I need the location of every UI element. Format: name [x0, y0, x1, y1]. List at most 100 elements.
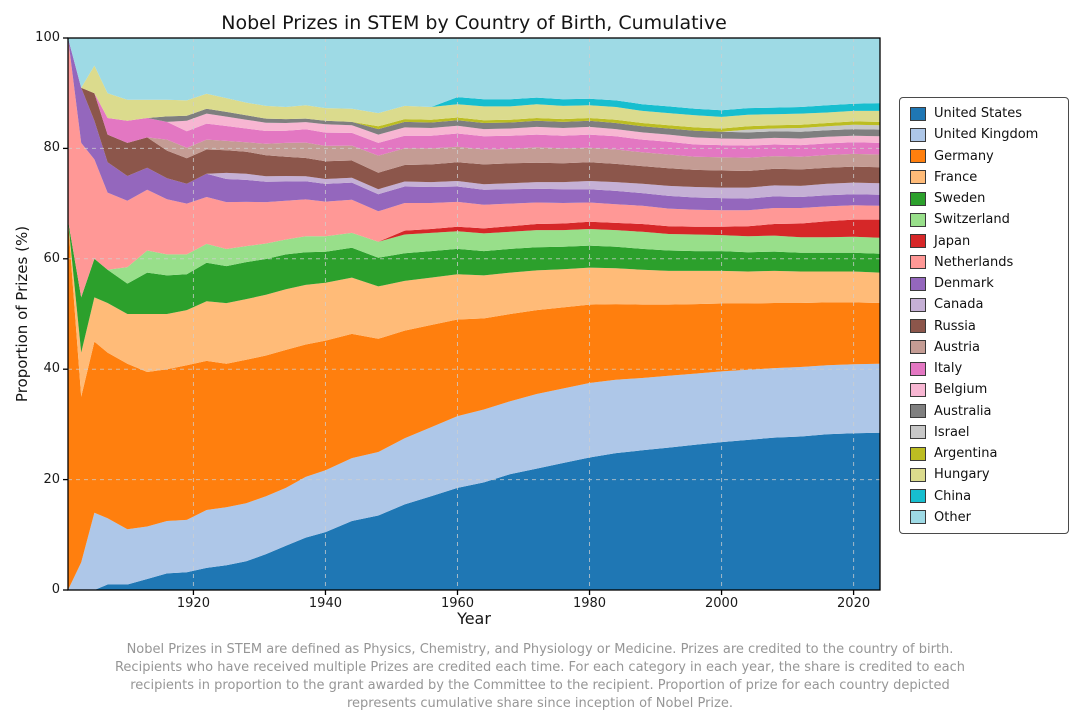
y-tick-label: 100: [35, 30, 60, 45]
legend-label: Russia: [934, 318, 976, 334]
legend-swatch: [910, 149, 926, 163]
legend-swatch: [910, 404, 926, 418]
caption: Nobel Prizes in STEM are defined as Phys…: [0, 641, 1080, 713]
x-tick-label: 1920: [176, 596, 210, 611]
legend-label: China: [934, 488, 972, 504]
legend-swatch: [910, 212, 926, 227]
x-tick-label: 1980: [572, 596, 607, 611]
legend-item-japan: Japan: [910, 234, 1058, 249]
caption-line: recipients in proportion to the grant aw…: [130, 678, 950, 693]
legend-item-sweden: Sweden: [910, 191, 1058, 206]
area-russia: [68, 38, 880, 190]
legend-item-switzerland: Switzerland: [910, 212, 1058, 227]
legend-label: United Kingdom: [934, 127, 1039, 143]
legend-label: Hungary: [934, 467, 990, 483]
legend-item-hungary: Hungary: [910, 467, 1058, 482]
legend-swatch: [910, 319, 926, 333]
legend-label: Germany: [934, 148, 994, 164]
legend-label: Austria: [934, 339, 980, 355]
legend-swatch: [910, 446, 926, 461]
y-tick-label: 20: [43, 471, 60, 487]
legend-item-china: China: [910, 489, 1058, 504]
area-france: [68, 220, 880, 397]
y-tick-label: 80: [43, 140, 60, 156]
area-germany: [68, 220, 880, 590]
x-tick-label: 1940: [308, 596, 342, 611]
area-japan: [68, 219, 880, 298]
legend-label: Denmark: [934, 276, 994, 291]
legend-item-austria: Austria: [910, 340, 1058, 355]
area-other: [68, 38, 880, 114]
y-tick-label: 0: [51, 582, 60, 597]
area-sweden: [68, 220, 880, 353]
tick-marks: [63, 37, 855, 595]
legend-item-argentina: Argentina: [910, 446, 1058, 461]
legend-swatch: [910, 382, 926, 397]
legend-swatch: [910, 297, 926, 312]
legend-label: Belgium: [934, 382, 988, 398]
legend-label: Israel: [934, 424, 970, 440]
legend-label: Other: [934, 509, 971, 525]
legend-label: Japan: [934, 233, 971, 249]
legend-label: Netherlands: [934, 254, 1014, 270]
legend-swatch: [910, 170, 926, 185]
legend-label: Argentina: [934, 446, 998, 461]
legend-swatch: [910, 467, 926, 482]
legend-item-israel: Israel: [910, 425, 1058, 440]
area-hungary: [68, 38, 880, 129]
legend-item-united-states: United States: [910, 106, 1058, 121]
legend-item-other: Other: [910, 510, 1058, 525]
legend-label: Italy: [934, 361, 963, 376]
legend-item-italy: Italy: [910, 361, 1058, 376]
legend-swatch: [910, 276, 926, 291]
legend-item-germany: Germany: [910, 149, 1058, 164]
legend-swatch: [910, 340, 926, 355]
area-italy: [68, 38, 880, 158]
y-tick-label: 60: [43, 250, 60, 266]
legend-label: United States: [934, 106, 1023, 121]
legend-swatch: [910, 255, 926, 270]
area-netherlands: [68, 38, 880, 298]
legend-swatch: [910, 510, 926, 525]
area-china: [68, 38, 880, 117]
area-austria: [68, 38, 880, 173]
y-tick-label: 40: [43, 361, 60, 377]
legend: United States United Kingdom Germany France…: [899, 97, 1069, 534]
area-united-kingdom: [68, 363, 880, 590]
legend-swatch: [910, 234, 926, 248]
gridlines: [68, 38, 880, 590]
x-tick-label: 2020: [837, 596, 871, 611]
legend-swatch: [910, 361, 926, 376]
legend-swatch: [910, 127, 926, 142]
plot-frame: [67, 37, 881, 591]
x-tick-label: 1960: [440, 596, 475, 611]
legend-item-canada: Canada: [910, 297, 1058, 312]
x-axis-label: Year: [457, 609, 491, 628]
legend-item-netherlands: Netherlands: [910, 255, 1058, 270]
legend-swatch: [910, 106, 926, 121]
caption-line: represents cumulative share since incept…: [347, 696, 733, 711]
caption-line: Recipients who have received multiple Pr…: [114, 660, 965, 675]
legend-label: Australia: [934, 403, 992, 419]
legend-swatch: [910, 489, 926, 503]
legend-item-russia: Russia: [910, 319, 1058, 334]
x-tick-label: 2000: [705, 596, 739, 611]
legend-label: Switzerland: [934, 212, 1010, 228]
legend-item-belgium: Belgium: [910, 382, 1058, 397]
legend-item-australia: Australia: [910, 404, 1058, 419]
legend-swatch: [910, 191, 926, 206]
area-united-states: [68, 432, 880, 590]
legend-item-denmark: Denmark: [910, 276, 1058, 291]
legend-swatch: [910, 425, 926, 440]
area-switzerland: [68, 220, 880, 298]
legend-label: France: [934, 169, 978, 185]
legend-item-united-kingdom: United Kingdom: [910, 127, 1058, 142]
legend-item-france: France: [910, 170, 1058, 185]
caption-line: Nobel Prizes in STEM are defined as Phys…: [126, 642, 954, 657]
chart-title: Nobel Prizes in STEM by Country of Birth…: [221, 12, 727, 34]
legend-label: Sweden: [934, 191, 986, 206]
legend-label: Canada: [934, 297, 984, 313]
stacked-areas: [68, 38, 880, 590]
